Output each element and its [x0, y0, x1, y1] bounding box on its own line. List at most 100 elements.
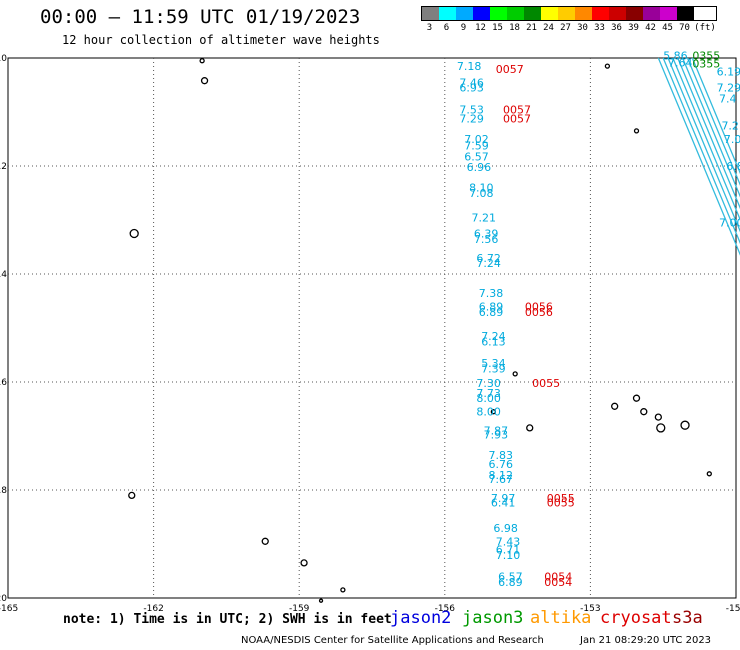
legend-swatch — [456, 7, 473, 20]
map-label: 0055 — [547, 496, 575, 509]
map-label: 7.83 — [488, 449, 512, 462]
track-line — [672, 57, 740, 221]
island — [526, 424, 534, 432]
legend-swatch — [524, 7, 541, 20]
map-label: 7.29 — [717, 82, 740, 95]
map-label: 0056 — [525, 306, 553, 319]
map-label: 0355 — [692, 49, 720, 62]
map-label: 7.02 — [464, 133, 489, 146]
map-label: 7.21 — [471, 211, 496, 224]
map-label: 7.00 — [719, 217, 740, 230]
island — [340, 587, 346, 593]
map-label: 7.73 — [476, 387, 501, 400]
color-legend: 3 6 9 12 15 18 21 24 27 30 33 36 39 42 45 70 (ft) — [421, 6, 717, 33]
island — [604, 63, 611, 69]
island — [611, 402, 619, 410]
legend-swatch — [626, 7, 643, 20]
map-label: 6.89 — [498, 576, 522, 589]
legend-swatch — [575, 7, 592, 20]
island — [490, 409, 496, 415]
track-line — [662, 57, 740, 245]
island — [706, 471, 712, 477]
map-label: 5.86 — [663, 49, 688, 62]
map-label: 6.89 — [479, 306, 504, 319]
map-label: 6.57 — [498, 570, 522, 583]
track-line — [686, 57, 740, 186]
legend-swatch — [609, 7, 626, 20]
legend-label: 12 — [475, 23, 486, 33]
footer-timestamp: Jan 21 08:29:20 UTC 2023 — [580, 635, 712, 646]
legend-swatch — [422, 7, 439, 20]
satellite-jason3: jason3 — [462, 608, 524, 628]
map-label: 0057 — [503, 112, 531, 125]
legend-labels: 3 6 9 12 15 18 21 24 27 30 33 36 39 42 45 70 (ft) — [421, 23, 717, 33]
legend-label: 33 — [594, 23, 605, 33]
page-title: 00:00 – 11:59 UTC 01/19/2023 — [40, 6, 361, 28]
page-subtitle: 12 hour collection of altimeter wave hei… — [62, 33, 380, 47]
map-label: 7.10 — [496, 549, 521, 562]
map-label: 7.97 — [491, 492, 516, 505]
map-label: 6.76 — [488, 458, 512, 471]
track-line — [677, 57, 740, 210]
track-line — [667, 57, 740, 233]
satellite-jason2: jason2 — [390, 608, 452, 628]
map-label: 8.10 — [469, 182, 494, 195]
legend-label: 70 — [679, 23, 690, 33]
legend-label: 27 — [560, 23, 571, 33]
legend-swatch — [541, 7, 558, 20]
island — [680, 420, 690, 430]
map-label: 0057 — [503, 103, 531, 116]
map-label: 0054 — [544, 570, 572, 583]
island — [512, 371, 518, 377]
map-label: 7.2 — [721, 120, 739, 133]
map-label: 8.12 — [488, 469, 512, 482]
island — [199, 58, 205, 64]
track-line — [657, 57, 740, 256]
satellite-altika: altika — [530, 608, 592, 628]
map-label: 6.98 — [493, 522, 518, 535]
legend-swatch — [660, 7, 677, 20]
legend-label: 45 — [662, 23, 673, 33]
map-label: 7.29 — [459, 112, 484, 125]
lat-tick-label: -10 — [0, 54, 7, 64]
legend-label: 42 — [645, 23, 656, 33]
legend-label: 15 — [492, 23, 503, 33]
legend-label: 9 — [460, 23, 467, 33]
map-label: 0056 — [525, 300, 553, 313]
legend-swatch — [490, 7, 507, 20]
map-label: 0055 — [532, 377, 560, 390]
map-label: 7.56 — [474, 233, 499, 246]
map-label: 6.93 — [459, 82, 484, 95]
lat-tick-label: -20 — [0, 594, 7, 604]
map-label: 7.67 — [488, 473, 512, 486]
map-label: 0054 — [544, 576, 572, 589]
map-label: 7.93 — [484, 428, 509, 441]
island — [261, 537, 269, 545]
map-label: 7.30 — [476, 377, 501, 390]
map-label: 6.96 — [467, 161, 492, 174]
legend-swatch — [592, 7, 609, 20]
legend-swatch — [677, 7, 694, 20]
map-label: 7.64 — [668, 56, 693, 69]
map-label: 6.89 — [479, 300, 504, 313]
lon-tick-label: -156 — [435, 604, 456, 614]
island — [129, 228, 139, 239]
island — [656, 423, 666, 433]
map-label: 6.13 — [481, 336, 506, 349]
map-label: 0355 — [692, 57, 720, 70]
map-label: 7.38 — [479, 287, 504, 300]
map-label: 6.57 — [464, 150, 489, 163]
island — [318, 598, 324, 603]
track-line — [682, 57, 740, 198]
map-label: 7.08 — [469, 187, 494, 200]
map-label: 6.19 — [717, 66, 740, 79]
track-line — [691, 57, 740, 175]
map-label: 5.34 — [481, 357, 506, 370]
lon-tick-label: -159 — [289, 604, 310, 614]
lat-tick-label: -18 — [0, 486, 7, 496]
map-label: 6.8 — [726, 160, 740, 173]
map-label: 7.59 — [464, 139, 489, 152]
legend-label: 30 — [577, 23, 588, 33]
lon-tick-label: -150 — [726, 604, 740, 614]
